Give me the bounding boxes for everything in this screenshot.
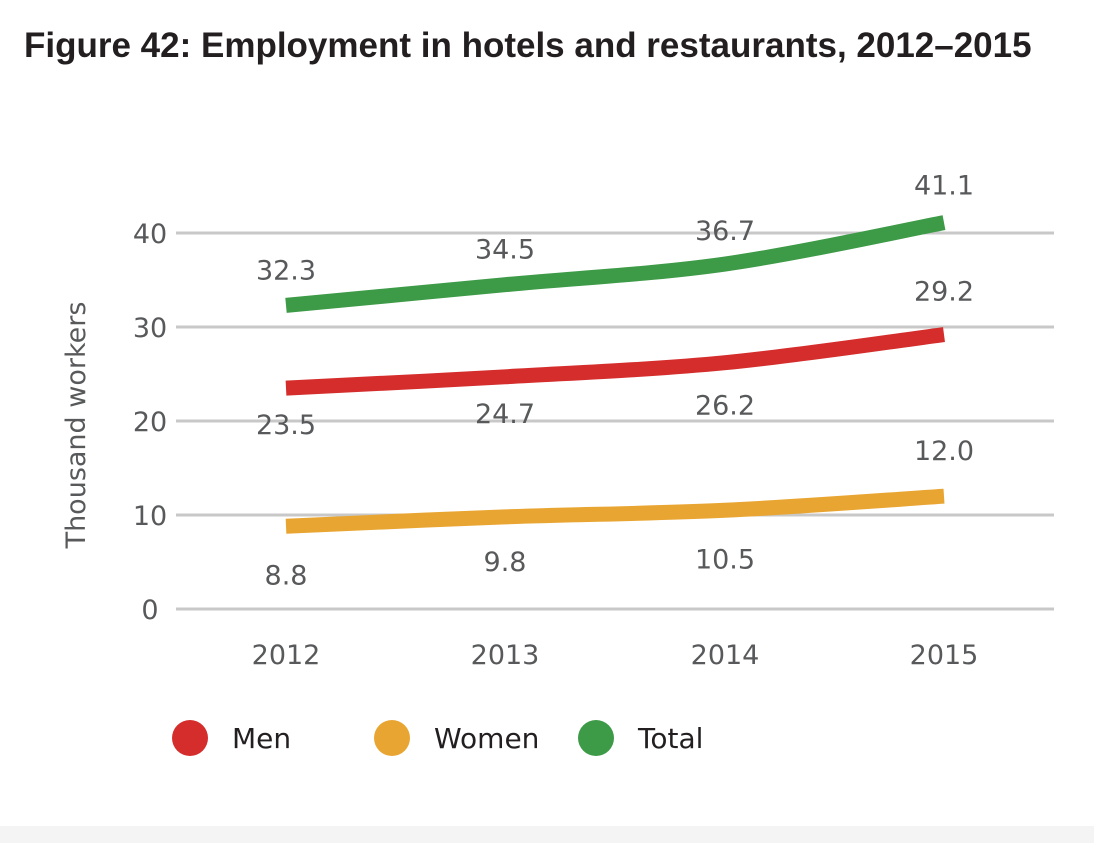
data-label-women: 9.8 [484, 547, 527, 578]
data-label-men: 24.7 [475, 399, 535, 430]
x-tick-label: 2015 [910, 640, 979, 671]
data-label-women: 12.0 [914, 436, 974, 467]
legend-label: Total [637, 722, 703, 755]
series-lines [285, 215, 946, 534]
legend-swatch [374, 720, 410, 756]
legend-label: Men [232, 722, 291, 755]
series-line-men [285, 327, 945, 396]
legend-item-men: Men [172, 720, 291, 756]
chart-title: Figure 42: Employment in hotels and rest… [24, 26, 1032, 65]
legend-swatch [172, 720, 208, 756]
data-label-men: 23.5 [256, 410, 316, 441]
x-tick-label: 2014 [691, 640, 760, 671]
data-label-total: 36.7 [695, 216, 755, 247]
y-axis-label: Thousand workers [61, 302, 92, 550]
legend-item-total: Total [578, 720, 703, 756]
x-tick-label: 2013 [471, 640, 540, 671]
legend: Men Women Total [172, 720, 703, 756]
y-tick-label: 40 [133, 219, 167, 250]
legend-swatch [578, 720, 614, 756]
series-line-total [285, 215, 946, 313]
data-label-women: 8.8 [265, 560, 308, 591]
data-label-men: 29.2 [914, 277, 974, 308]
data-labels: 23.5 24.7 26.2 29.2 8.8 9.8 10.5 12.0 32.3 34.5 36… [256, 171, 974, 592]
data-label-men: 26.2 [695, 391, 755, 422]
y-tick-label: 20 [133, 407, 167, 438]
data-label-total: 34.5 [475, 235, 535, 266]
series-line-women [285, 488, 945, 534]
legend-item-women: Women [374, 720, 539, 756]
y-tick-label: 10 [133, 501, 167, 532]
x-axis-ticks: 2012 2013 2014 2015 [252, 640, 979, 671]
data-label-women: 10.5 [695, 544, 755, 575]
y-axis-ticks: 0 10 20 30 40 [133, 219, 167, 626]
y-tick-label: 30 [133, 313, 167, 344]
y-tick-label: 0 [141, 595, 158, 626]
data-label-total: 32.3 [256, 255, 316, 286]
x-tick-label: 2012 [252, 640, 321, 671]
footer-strip [0, 826, 1094, 843]
legend-label: Women [434, 722, 539, 755]
data-label-total: 41.1 [914, 171, 974, 202]
